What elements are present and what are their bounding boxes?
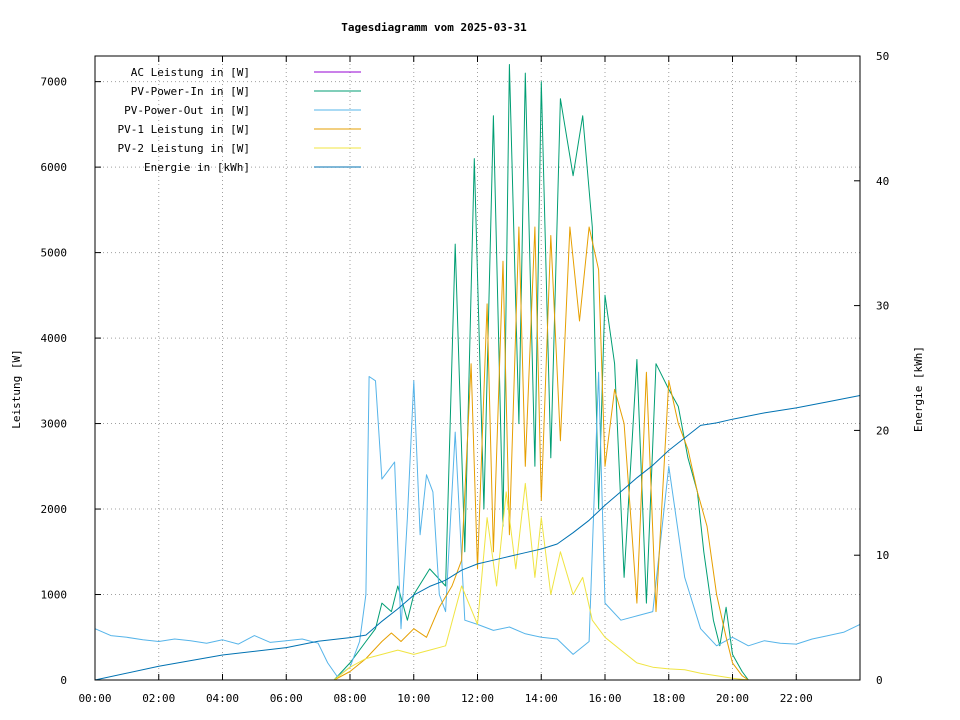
y2-tick-label: 0 — [876, 674, 883, 687]
grid — [95, 56, 860, 680]
y2-tick-label: 20 — [876, 424, 889, 437]
x-tick-label: 10:00 — [397, 692, 430, 705]
x-tick-label: 16:00 — [588, 692, 621, 705]
plot-frame — [94, 55, 861, 681]
x-tick-label: 20:00 — [716, 692, 749, 705]
chart-title: Tagesdiagramm vom 2025-03-31 — [341, 21, 527, 34]
axes: 00:00 02:00 04:00 06:00 08:00 10:00 12:00 14:00… — [41, 50, 890, 705]
y2-tick-label: 10 — [876, 549, 889, 562]
x-tick-label: 00:00 — [78, 692, 111, 705]
x-tick-label: 14:00 — [525, 692, 558, 705]
legend: AC Leistung in [W] PV-Power-In in [W] PV-P… — [118, 66, 361, 174]
y2-tick-label: 50 — [876, 50, 889, 63]
y-tick-label: 4000 — [41, 332, 68, 345]
x-tick-label: 06:00 — [270, 692, 303, 705]
y-tick-label: 6000 — [41, 161, 68, 174]
series-line-pv-power-in-in-w — [333, 64, 749, 681]
series-line-pv-2-leistung-in-w — [333, 482, 749, 681]
series-group — [94, 64, 861, 681]
x-tick-label: 04:00 — [206, 692, 239, 705]
legend-label: PV-Power-Out in [W] — [124, 104, 250, 117]
y2-tick-label: 30 — [876, 300, 889, 313]
y2-tick-label: 40 — [876, 175, 889, 188]
series-line-pv-power-out-in-w — [94, 371, 861, 678]
y-tick-label: 1000 — [41, 589, 68, 602]
x-tick-label: 22:00 — [780, 692, 813, 705]
legend-label: Energie in [kWh] — [144, 161, 250, 174]
x-tick-label: 12:00 — [461, 692, 494, 705]
y-axis-label: Leistung [W] — [10, 349, 23, 428]
x-tick-label: 02:00 — [142, 692, 175, 705]
y-tick-label: 7000 — [41, 76, 68, 89]
legend-label: PV-2 Leistung in [W] — [118, 142, 250, 155]
legend-label: PV-Power-In in [W] — [131, 85, 250, 98]
legend-label: AC Leistung in [W] — [131, 66, 250, 79]
series-line-pv-1-leistung-in-w — [333, 226, 749, 681]
x-tick-label: 18:00 — [652, 692, 685, 705]
y-tick-label: 2000 — [41, 503, 68, 516]
x-tick-label: 08:00 — [333, 692, 366, 705]
y-tick-label: 0 — [60, 674, 67, 687]
y-tick-label: 5000 — [41, 247, 68, 260]
y2-axis-label: Energie [kWh] — [912, 346, 925, 432]
y-tick-label: 3000 — [41, 418, 68, 431]
legend-label: PV-1 Leistung in [W] — [118, 123, 250, 136]
series-line-energie-in-kwh — [94, 395, 861, 681]
